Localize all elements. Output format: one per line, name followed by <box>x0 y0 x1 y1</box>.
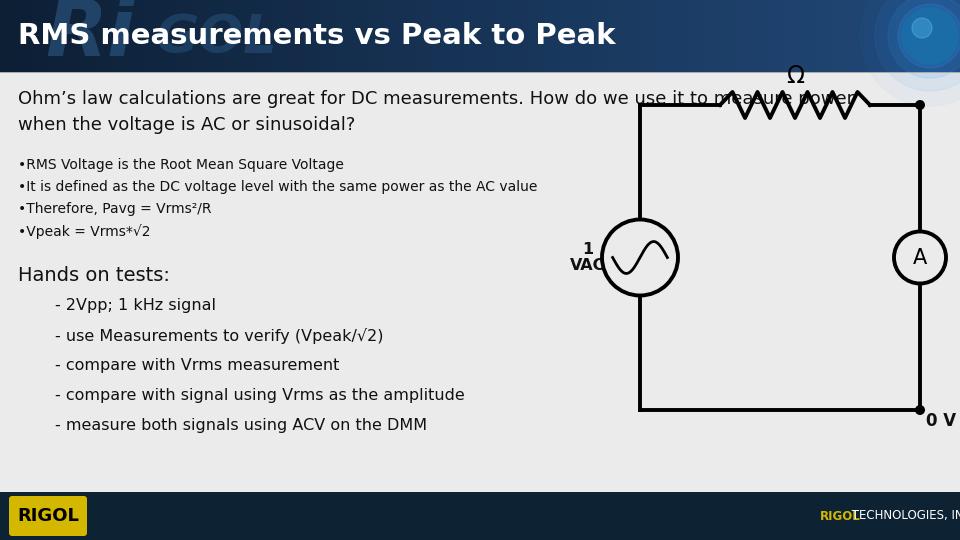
Bar <box>528 0 544 72</box>
Bar <box>32 0 48 72</box>
Bar <box>592 0 608 72</box>
Bar <box>48 0 64 72</box>
Bar <box>336 0 352 72</box>
Bar <box>704 0 720 72</box>
Bar <box>416 0 432 72</box>
Text: •It is defined as the DC voltage level with the same power as the AC value: •It is defined as the DC voltage level w… <box>18 180 538 194</box>
Text: •RMS Voltage is the Root Mean Square Voltage: •RMS Voltage is the Root Mean Square Vol… <box>18 158 344 172</box>
Circle shape <box>602 219 678 295</box>
Bar <box>464 0 480 72</box>
Bar <box>448 0 464 72</box>
Bar <box>832 0 848 72</box>
Bar <box>736 0 752 72</box>
Bar <box>608 0 624 72</box>
Bar <box>656 0 672 72</box>
Bar <box>624 0 640 72</box>
Text: RIGOL: RIGOL <box>17 507 79 525</box>
Text: when the voltage is AC or sinusoidal?: when the voltage is AC or sinusoidal? <box>18 116 355 134</box>
Circle shape <box>915 405 925 415</box>
Bar <box>816 0 832 72</box>
Bar <box>480 0 496 72</box>
Bar <box>0 72 960 73</box>
Circle shape <box>875 0 960 91</box>
Bar <box>544 0 560 72</box>
Bar <box>0 0 16 72</box>
Bar <box>864 0 880 72</box>
Bar <box>432 0 448 72</box>
Bar <box>208 0 224 72</box>
Bar <box>112 0 128 72</box>
Text: Ri: Ri <box>45 0 134 73</box>
Text: GOL: GOL <box>155 12 276 64</box>
Text: - compare with signal using Vrms as the amplitude: - compare with signal using Vrms as the … <box>55 388 465 403</box>
Bar <box>752 0 768 72</box>
Bar <box>672 0 688 72</box>
Bar <box>768 0 784 72</box>
Bar <box>128 0 144 72</box>
Bar <box>944 0 960 72</box>
Bar <box>352 0 368 72</box>
Text: - 2Vpp; 1 kHz signal: - 2Vpp; 1 kHz signal <box>55 298 216 313</box>
Bar <box>144 0 160 72</box>
Bar <box>640 0 656 72</box>
Bar <box>64 0 80 72</box>
Bar <box>880 0 896 72</box>
Bar <box>160 0 176 72</box>
Text: A: A <box>913 247 927 267</box>
Text: Ω: Ω <box>786 64 804 88</box>
Text: 0 V: 0 V <box>926 412 956 430</box>
Bar <box>928 0 944 72</box>
Bar <box>560 0 576 72</box>
Bar <box>496 0 512 72</box>
Circle shape <box>912 18 932 38</box>
Circle shape <box>902 8 958 64</box>
Bar <box>176 0 192 72</box>
Text: - compare with Vrms measurement: - compare with Vrms measurement <box>55 358 340 373</box>
Bar <box>848 0 864 72</box>
Text: - use Measurements to verify (Vpeak/√2): - use Measurements to verify (Vpeak/√2) <box>55 328 383 344</box>
Text: Ohm’s law calculations are great for DC measurements. How do we use it to measur: Ohm’s law calculations are great for DC … <box>18 90 854 108</box>
Bar <box>224 0 240 72</box>
Bar <box>720 0 736 72</box>
Bar <box>688 0 704 72</box>
Bar <box>272 0 288 72</box>
Text: RMS measurements vs Peak to Peak: RMS measurements vs Peak to Peak <box>18 22 615 50</box>
Bar <box>784 0 800 72</box>
Circle shape <box>898 4 960 68</box>
Bar <box>304 0 320 72</box>
Text: 1
VAC: 1 VAC <box>570 242 606 273</box>
Text: - measure both signals using ACV on the DMM: - measure both signals using ACV on the … <box>55 418 427 433</box>
Bar <box>0 492 960 540</box>
Bar <box>16 0 32 72</box>
FancyBboxPatch shape <box>9 496 87 536</box>
Bar <box>368 0 384 72</box>
Bar <box>384 0 400 72</box>
Circle shape <box>894 232 946 284</box>
Text: RIGOL: RIGOL <box>820 510 861 523</box>
Bar <box>192 0 208 72</box>
Text: •Therefore, Pavg = Vrms²/R: •Therefore, Pavg = Vrms²/R <box>18 202 211 216</box>
Bar <box>96 0 112 72</box>
Bar <box>400 0 416 72</box>
Text: TECHNOLOGIES, INC.: TECHNOLOGIES, INC. <box>848 510 960 523</box>
Circle shape <box>915 100 925 110</box>
Bar <box>512 0 528 72</box>
Bar <box>320 0 336 72</box>
Circle shape <box>888 0 960 78</box>
Bar <box>576 0 592 72</box>
Bar <box>256 0 272 72</box>
Bar <box>800 0 816 72</box>
Bar <box>896 0 912 72</box>
Bar <box>912 0 928 72</box>
Bar <box>288 0 304 72</box>
Bar <box>240 0 256 72</box>
Bar <box>80 0 96 72</box>
Text: Hands on tests:: Hands on tests: <box>18 266 170 285</box>
Text: •Vpeak = Vrms*√2: •Vpeak = Vrms*√2 <box>18 224 151 239</box>
